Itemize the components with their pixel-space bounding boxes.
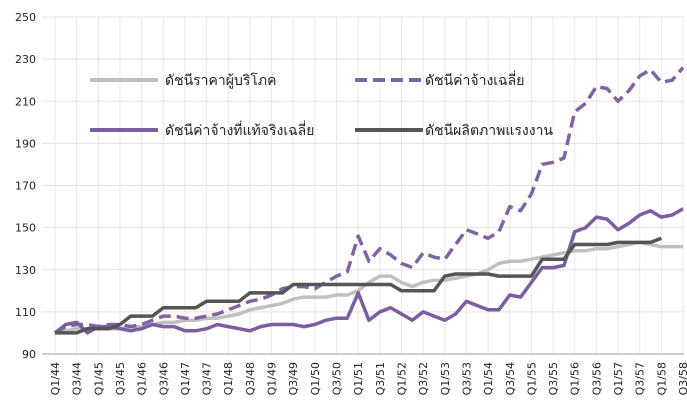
y-tick-label: 150 [15,222,36,235]
legend-label: ดัชนีราคาผู้บริโภค [165,72,277,89]
x-tick-label: Q3/52 [417,362,430,395]
x-tick-label: Q3/56 [590,362,603,395]
x-tick-label: Q1/58 [655,362,668,395]
x-tick-label: Q3/55 [547,362,560,395]
x-tick-label: Q1/54 [482,362,495,395]
legend-label: ดัชนีผลิตภาพแรงงาน [425,123,553,139]
x-tick-label: Q1/46 [136,362,149,395]
y-tick-label: 210 [15,95,36,108]
x-tick-label: Q3/47 [201,362,214,395]
x-tick-label: Q1/48 [222,362,235,395]
series-line [54,66,685,335]
x-tick-label: Q3/45 [114,362,127,395]
x-tick-label: Q1/53 [439,362,452,395]
y-tick-label: 90 [22,348,36,361]
legend-label: ดัชนีค่าจ้างที่แท้จริงเฉลี่ย [165,121,314,139]
x-tick-label: Q1/49 [266,362,279,395]
x-tick-label: Q1/51 [352,362,365,395]
series-line [54,240,683,335]
x-tick-label: Q3/58 [677,362,687,395]
x-tick-label: Q1/55 [525,362,538,395]
x-tick-label: Q1/47 [179,362,192,395]
x-tick-label: Q3/51 [374,362,387,395]
x-tick-label: Q3/54 [504,362,517,395]
x-tick-label: Q1/56 [569,362,582,395]
x-tick-label: Q1/45 [92,362,105,395]
series-line [53,207,684,335]
x-tick-label: Q1/52 [395,362,408,395]
y-tick-label: 230 [15,53,36,66]
x-tick-label: Q3/50 [331,362,344,395]
x-tick-label: Q3/44 [71,362,84,395]
y-tick-label: 190 [15,137,36,150]
y-tick-label: 250 [15,11,36,24]
x-tick-label: Q3/57 [634,362,647,395]
x-tick-label: Q3/48 [244,362,257,395]
x-tick-label: Q3/53 [460,362,473,395]
x-tick-label: Q1/50 [309,362,322,395]
x-tick-label: Q1/57 [612,362,625,395]
x-tick-label: Q3/46 [157,362,170,395]
y-tick-label: 110 [15,306,36,319]
y-tick-label: 130 [15,264,36,277]
legend-label: ดัชนีค่าจ้างเฉลี่ย [425,71,524,89]
x-tick-label: Q1/44 [49,362,62,395]
y-tick-label: 170 [15,180,36,193]
series-line [55,236,662,335]
x-tick-label: Q3/49 [287,362,300,395]
